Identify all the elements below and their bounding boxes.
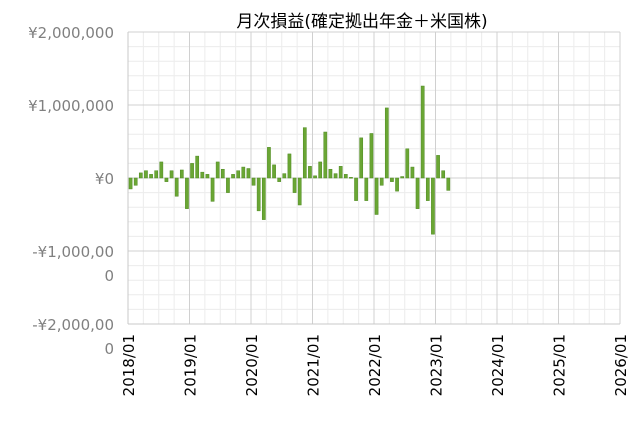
y-axis-ticks: ¥2,000,000 ¥1,000,000 ¥0 -¥1,000,00 0 -¥2,000… — [28, 24, 114, 358]
bar — [231, 174, 235, 179]
x-tick-label: 2025/01 — [551, 334, 569, 396]
bar — [302, 127, 307, 179]
bar — [210, 177, 215, 202]
bar — [149, 174, 153, 179]
bar — [200, 171, 205, 179]
bar — [364, 177, 369, 201]
bar — [318, 161, 323, 179]
bar — [256, 177, 261, 212]
x-tick-label: 2018/01 — [120, 334, 138, 396]
bar — [431, 177, 435, 235]
bar — [436, 155, 440, 179]
bar — [282, 173, 287, 179]
bar — [441, 170, 446, 179]
bar — [405, 148, 410, 179]
bar — [272, 164, 276, 179]
y-tick-label: ¥2,000,000 — [28, 24, 114, 42]
bar — [446, 177, 451, 191]
x-tick-label: 2022/01 — [366, 334, 384, 396]
x-tick-label: 2024/01 — [489, 334, 507, 396]
x-tick-label: 2019/01 — [182, 334, 200, 396]
bar — [179, 169, 184, 179]
x-axis-ticks: 2018/01 2019/01 2020/01 2021/01 2022/01 2023/… — [120, 334, 630, 396]
bar — [410, 166, 415, 179]
bar — [159, 161, 164, 179]
bar — [400, 176, 405, 179]
bar — [308, 166, 312, 179]
bar — [205, 174, 210, 179]
x-tick-label: 2026/01 — [612, 334, 630, 396]
bar — [354, 177, 358, 201]
x-tick-label: 2023/01 — [428, 334, 446, 396]
bar — [251, 177, 256, 186]
bar-series — [128, 85, 451, 235]
bar — [241, 166, 246, 179]
bar — [133, 177, 138, 186]
bar — [267, 147, 271, 179]
bar — [185, 177, 189, 209]
bar — [292, 177, 297, 193]
y-tick-label: ¥0 — [95, 170, 114, 188]
bar — [395, 177, 399, 192]
x-tick-label: 2021/01 — [305, 334, 323, 396]
bar — [374, 177, 379, 215]
bar — [313, 175, 317, 179]
major-gridlines — [127, 31, 621, 325]
bar — [190, 163, 194, 179]
bar — [343, 174, 348, 179]
bar — [174, 177, 179, 197]
x-tick-label: 2020/01 — [243, 334, 261, 396]
bar — [195, 155, 200, 179]
bar — [415, 177, 420, 209]
bar — [287, 153, 292, 179]
bar — [261, 177, 266, 220]
bar — [328, 168, 333, 179]
y-tick-label: -¥1,000,00 0 — [32, 243, 114, 285]
bar — [220, 168, 225, 179]
bar — [390, 177, 394, 182]
bar — [359, 137, 364, 179]
bar — [128, 177, 133, 190]
chart-title: 月次損益(確定拠出年金＋米国株) — [236, 12, 487, 32]
bar — [154, 170, 159, 179]
bar — [338, 166, 343, 179]
bar — [277, 177, 282, 182]
bar — [379, 177, 384, 186]
bar — [164, 177, 169, 182]
bar — [384, 107, 389, 179]
y-tick-label: ¥1,000,000 — [28, 97, 114, 115]
bar — [236, 170, 241, 179]
bar — [323, 131, 328, 179]
bar — [138, 172, 143, 179]
bar — [425, 177, 430, 201]
bar — [226, 177, 230, 193]
bar — [420, 85, 425, 179]
bar — [349, 177, 353, 179]
bar — [215, 161, 220, 179]
bar — [144, 170, 148, 179]
bar — [333, 173, 338, 179]
bar — [297, 177, 302, 206]
bar — [246, 168, 251, 179]
bar — [169, 170, 174, 179]
bar — [369, 133, 374, 179]
y-tick-label: -¥2,000,00 0 — [32, 316, 114, 358]
